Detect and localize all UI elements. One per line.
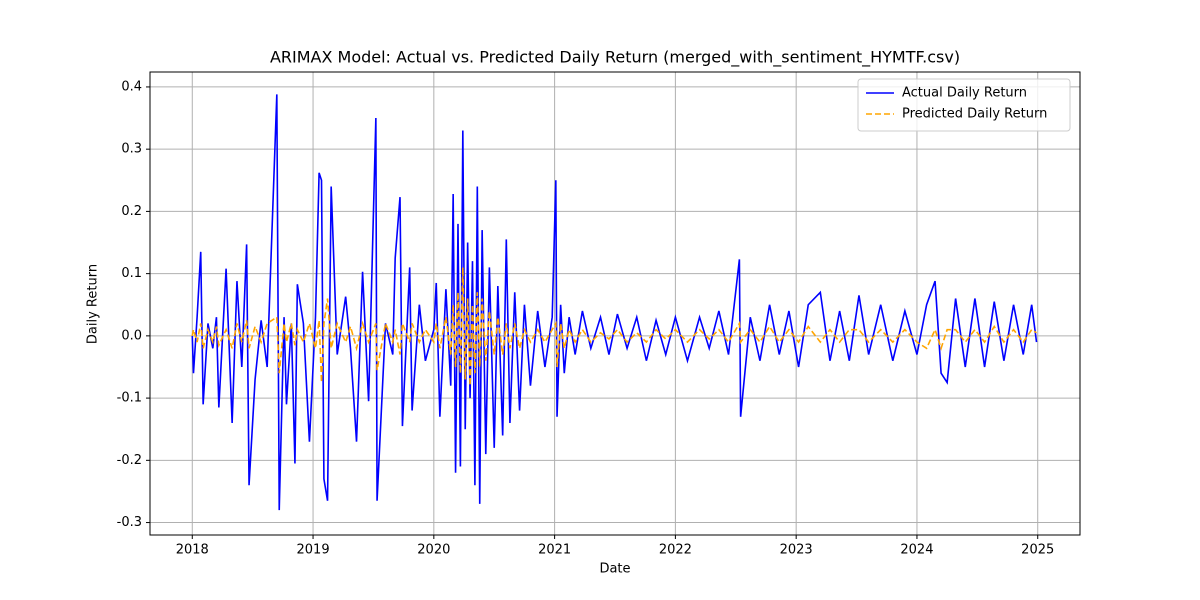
y-tick-label: 0.2 (121, 204, 142, 219)
y-tick-label: -0.3 (117, 515, 142, 530)
y-tick-label: 0.1 (121, 266, 142, 281)
y-axis-label: Daily Return (86, 264, 101, 344)
y-tick-label: 0.0 (121, 328, 142, 343)
x-tick-label: 2019 (297, 543, 330, 558)
data-line (191, 94, 1038, 511)
plot-frame (149, 71, 1081, 536)
y-tick-label: 0.4 (121, 79, 142, 94)
y-tick-label: 0.3 (121, 142, 142, 157)
y-tick-label: -0.1 (117, 391, 142, 406)
data-line (191, 267, 1037, 386)
legend-box (857, 78, 1071, 132)
legend-label: Actual Daily Return (902, 86, 1027, 101)
x-tick-label: 2020 (417, 543, 450, 558)
legend-label: Predicted Daily Return (902, 107, 1047, 122)
chart-title: ARIMAX Model: Actual vs. Predicted Daily… (270, 48, 960, 68)
x-tick-label: 2025 (1021, 543, 1054, 558)
x-tick-label: 2021 (538, 543, 571, 558)
x-tick-label: 2018 (176, 543, 209, 558)
x-tick-label: 2024 (900, 543, 933, 558)
x-axis-label: Date (599, 562, 630, 577)
legend: Actual Daily Return Predicted Daily Retur… (857, 78, 1071, 132)
x-tick-label: 2022 (659, 543, 692, 558)
y-tick-label: -0.2 (117, 453, 142, 468)
x-tick-label: 2023 (780, 543, 813, 558)
